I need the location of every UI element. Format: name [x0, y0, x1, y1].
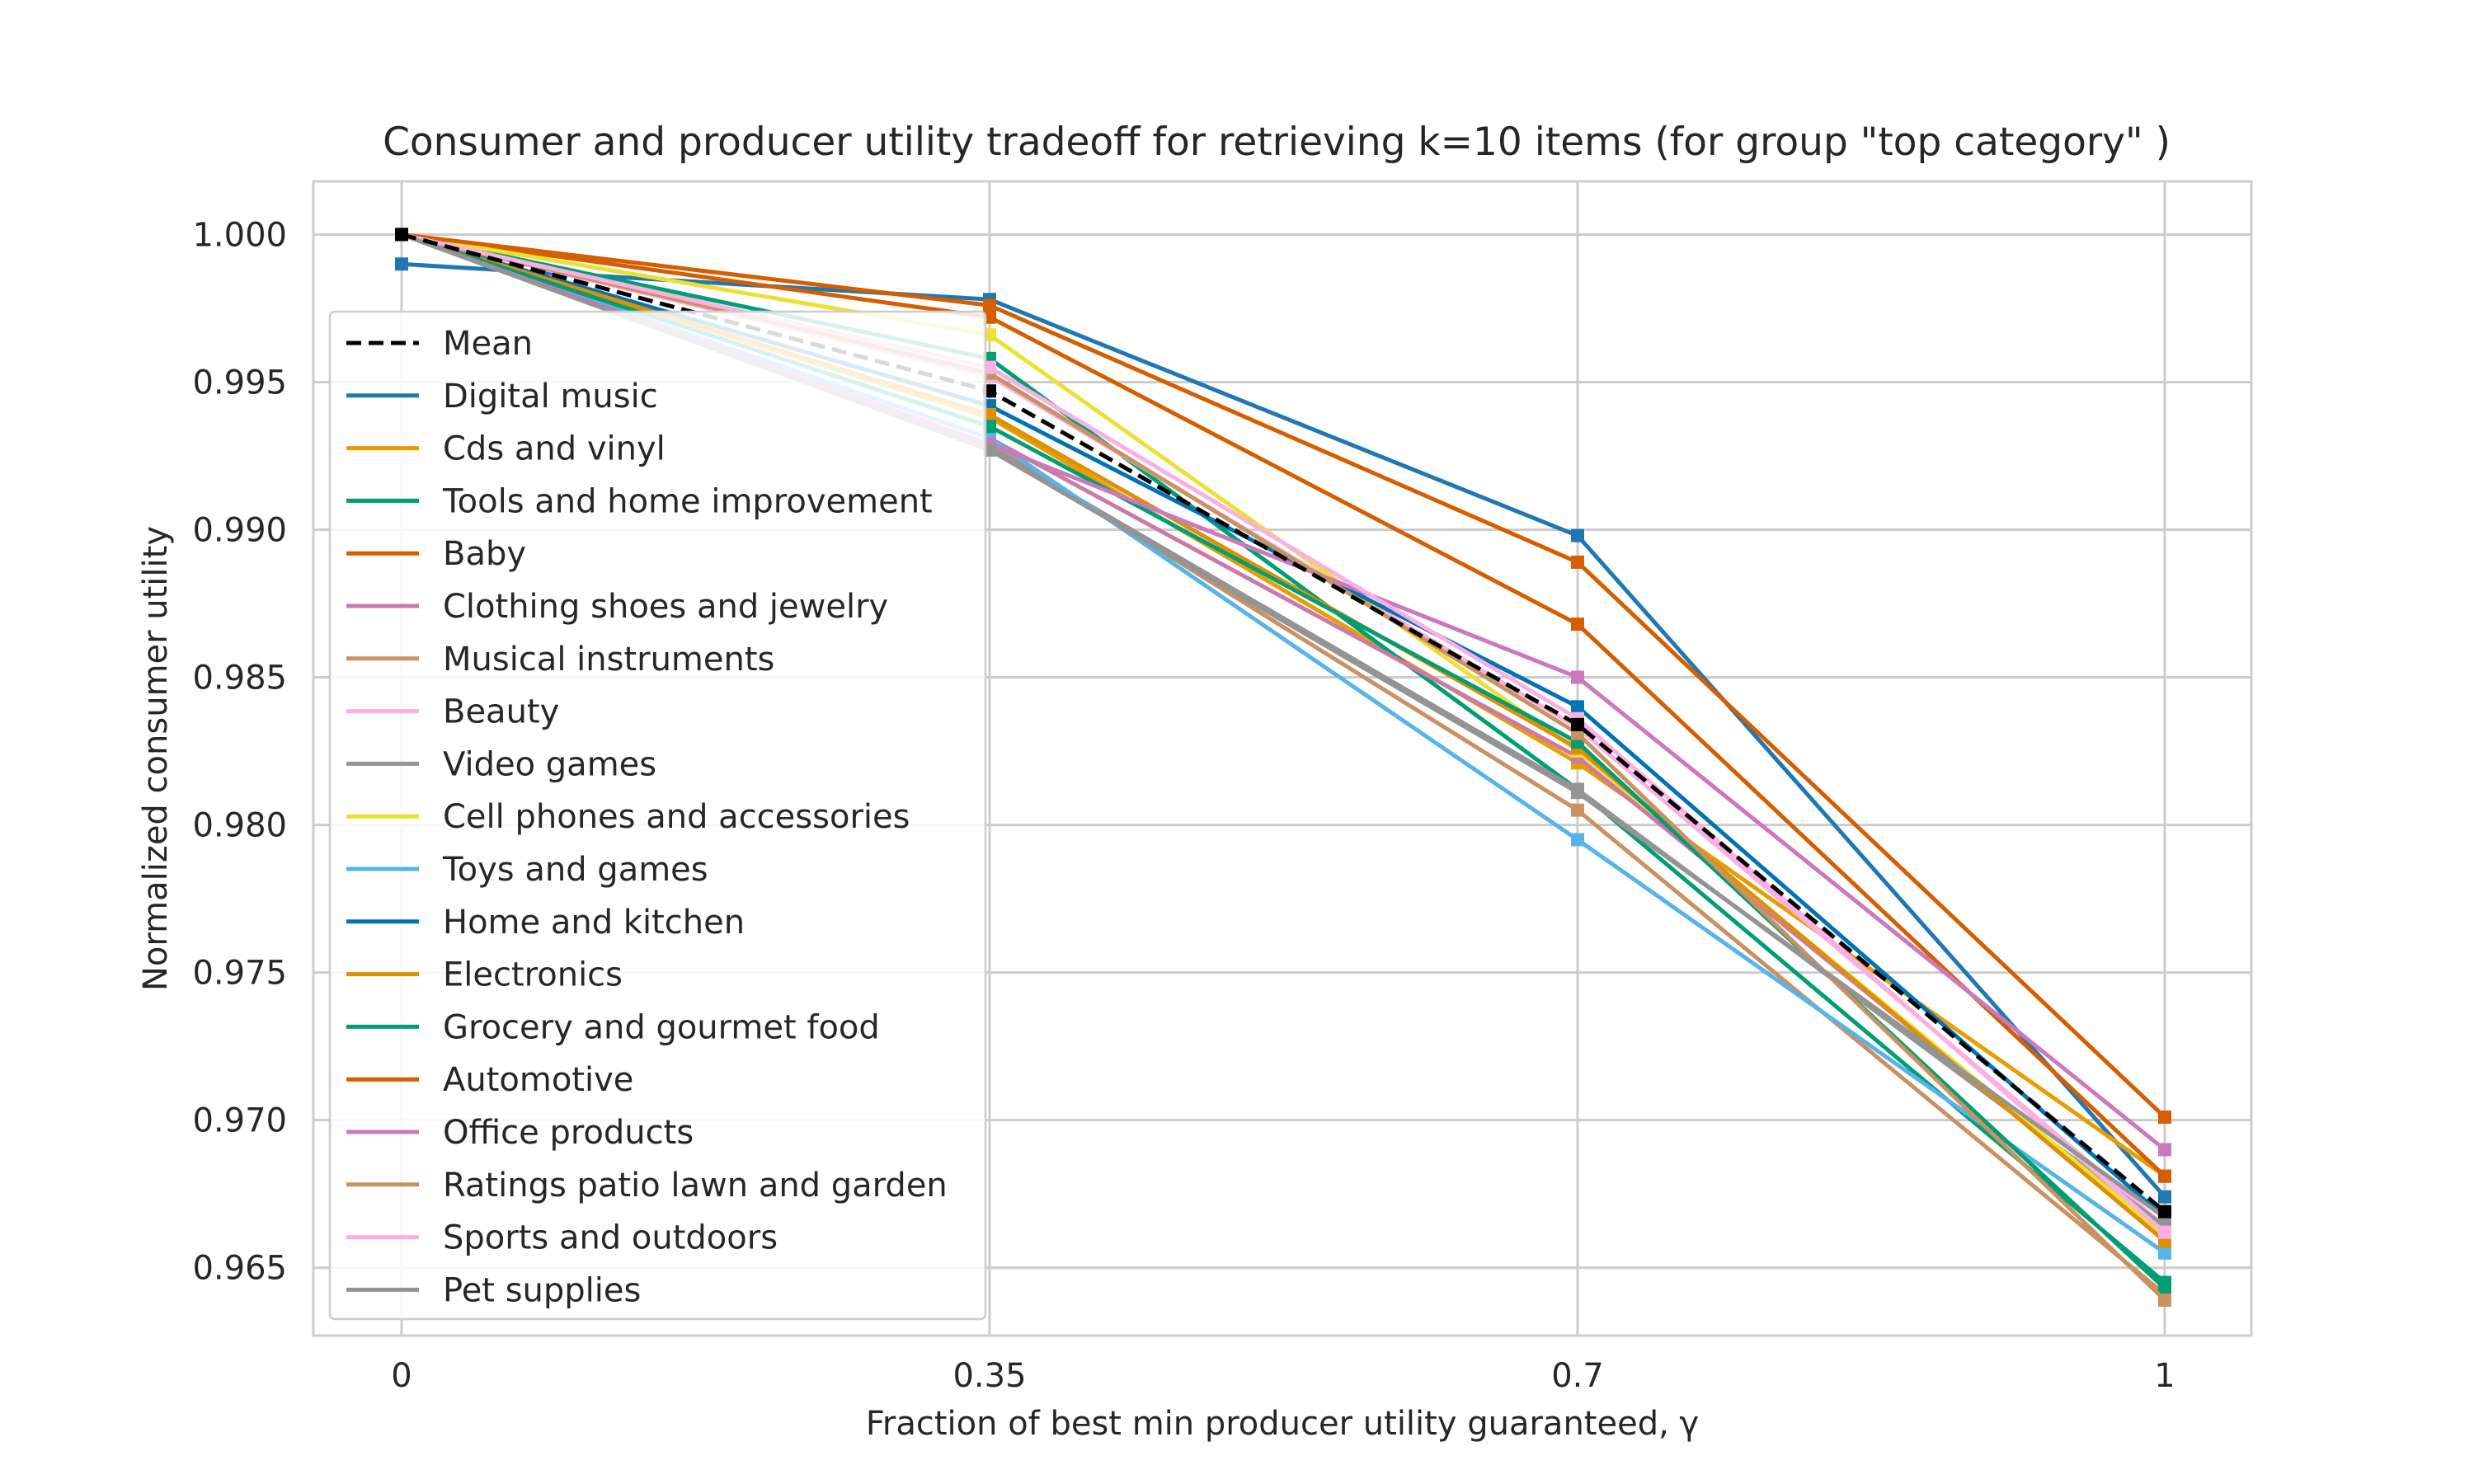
data-point	[2158, 1143, 2171, 1157]
legend-item: Cell phones and accessories	[346, 798, 910, 836]
series-line	[401, 232, 2166, 1302]
legend-item: Beauty	[346, 693, 559, 731]
legend-item: Tools and home improvement	[346, 482, 933, 520]
legend-label: Tools and home improvement	[442, 482, 933, 520]
legend-item: Cds and vinyl	[346, 430, 666, 468]
legend-label: Baby	[443, 535, 526, 573]
data-point	[1571, 803, 1584, 817]
legend-label: Cell phones and accessories	[443, 798, 910, 836]
legend-label: Electronics	[443, 956, 623, 994]
y-tick-label: 1.000	[192, 216, 287, 254]
data-point	[2158, 1225, 2171, 1239]
legend-item: Grocery and gourmet food	[346, 1008, 880, 1046]
y-tick-label: 0.985	[192, 660, 287, 697]
data-point	[1571, 700, 1584, 714]
data-point	[1571, 833, 1584, 847]
legend-label: Musical instruments	[443, 641, 774, 679]
data-point	[1571, 555, 1584, 569]
y-tick-label: 0.965	[192, 1250, 287, 1288]
legend-label: Pet supplies	[443, 1271, 641, 1309]
data-point	[1571, 528, 1584, 542]
legend-label: Grocery and gourmet food	[443, 1008, 880, 1046]
legend-item: Home and kitchen	[346, 904, 745, 942]
legend-item: Office products	[346, 1114, 694, 1152]
legend-item: Video games	[346, 745, 656, 783]
data-point	[395, 257, 408, 271]
legend-label: Mean	[443, 325, 533, 363]
data-point	[2158, 1246, 2171, 1260]
legend-box	[328, 310, 987, 1321]
x-ticks: 0 0.35 0.7 1	[391, 1357, 2175, 1395]
series-line	[401, 232, 2166, 1284]
legend-item: Baby	[346, 535, 526, 573]
y-tick-label: 0.995	[192, 364, 287, 402]
y-tick-label: 0.990	[192, 512, 287, 550]
x-axis-label: Fraction of best min producer utility gu…	[866, 1405, 1699, 1443]
legend-item: Electronics	[346, 956, 623, 994]
legend-label: Clothing shoes and jewelry	[443, 588, 888, 626]
x-tick-label: 0.35	[952, 1357, 1026, 1395]
data-point	[1571, 618, 1584, 632]
x-tick-label: 0	[391, 1357, 412, 1395]
y-tick-label: 0.970	[192, 1102, 287, 1140]
legend-label: Office products	[443, 1114, 694, 1152]
data-point	[1571, 717, 1584, 731]
legend: Mean Digital music Cds and vinyl Tools and …	[328, 310, 987, 1321]
data-point	[983, 298, 996, 312]
data-point	[2158, 1111, 2171, 1125]
legend-item: Automotive	[346, 1061, 633, 1099]
legend-item: Pet supplies	[346, 1271, 641, 1309]
legend-label: Beauty	[443, 693, 559, 731]
data-point	[2158, 1190, 2171, 1204]
legend-item: Sports and outdoors	[346, 1219, 778, 1257]
data-point	[2158, 1281, 2171, 1295]
y-ticks: 0.965 0.970 0.975 0.980 0.985 0.990 0.995 1.000	[192, 216, 287, 1287]
legend-label: Digital music	[443, 378, 658, 416]
chart-title: Consumer and producer utility tradeoff f…	[383, 120, 2171, 165]
legend-label: Cds and vinyl	[443, 430, 666, 468]
legend-label: Toys and games	[442, 851, 708, 889]
data-point	[395, 228, 408, 242]
legend-item: Toys and games	[346, 851, 708, 889]
data-point	[1571, 786, 1584, 800]
legend-item: Clothing shoes and jewelry	[346, 588, 888, 626]
legend-label: Automotive	[443, 1061, 633, 1099]
legend-label: Home and kitchen	[443, 904, 745, 942]
x-tick-label: 1	[2154, 1357, 2175, 1395]
legend-label: Sports and outdoors	[443, 1219, 778, 1257]
x-tick-label: 0.7	[1551, 1357, 1604, 1395]
data-point	[1571, 670, 1584, 684]
y-axis-label: Normalized consumer utility	[137, 526, 175, 991]
series-line	[401, 232, 2166, 1234]
y-tick-label: 0.980	[192, 807, 287, 845]
legend-item: Musical instruments	[346, 641, 774, 679]
data-point	[2158, 1169, 2171, 1183]
legend-label: Video games	[443, 745, 656, 783]
legend-label: Ratings patio lawn and garden	[443, 1167, 948, 1205]
y-tick-label: 0.975	[192, 955, 287, 993]
data-point	[2158, 1294, 2171, 1308]
series-line	[401, 232, 2166, 1178]
series-line	[401, 232, 2166, 1119]
data-point	[2158, 1205, 2171, 1219]
legend-item: Mean	[346, 325, 533, 363]
series-line	[401, 261, 2166, 1199]
legend-item: Ratings patio lawn and garden	[346, 1167, 948, 1205]
legend-item: Digital music	[346, 378, 658, 416]
